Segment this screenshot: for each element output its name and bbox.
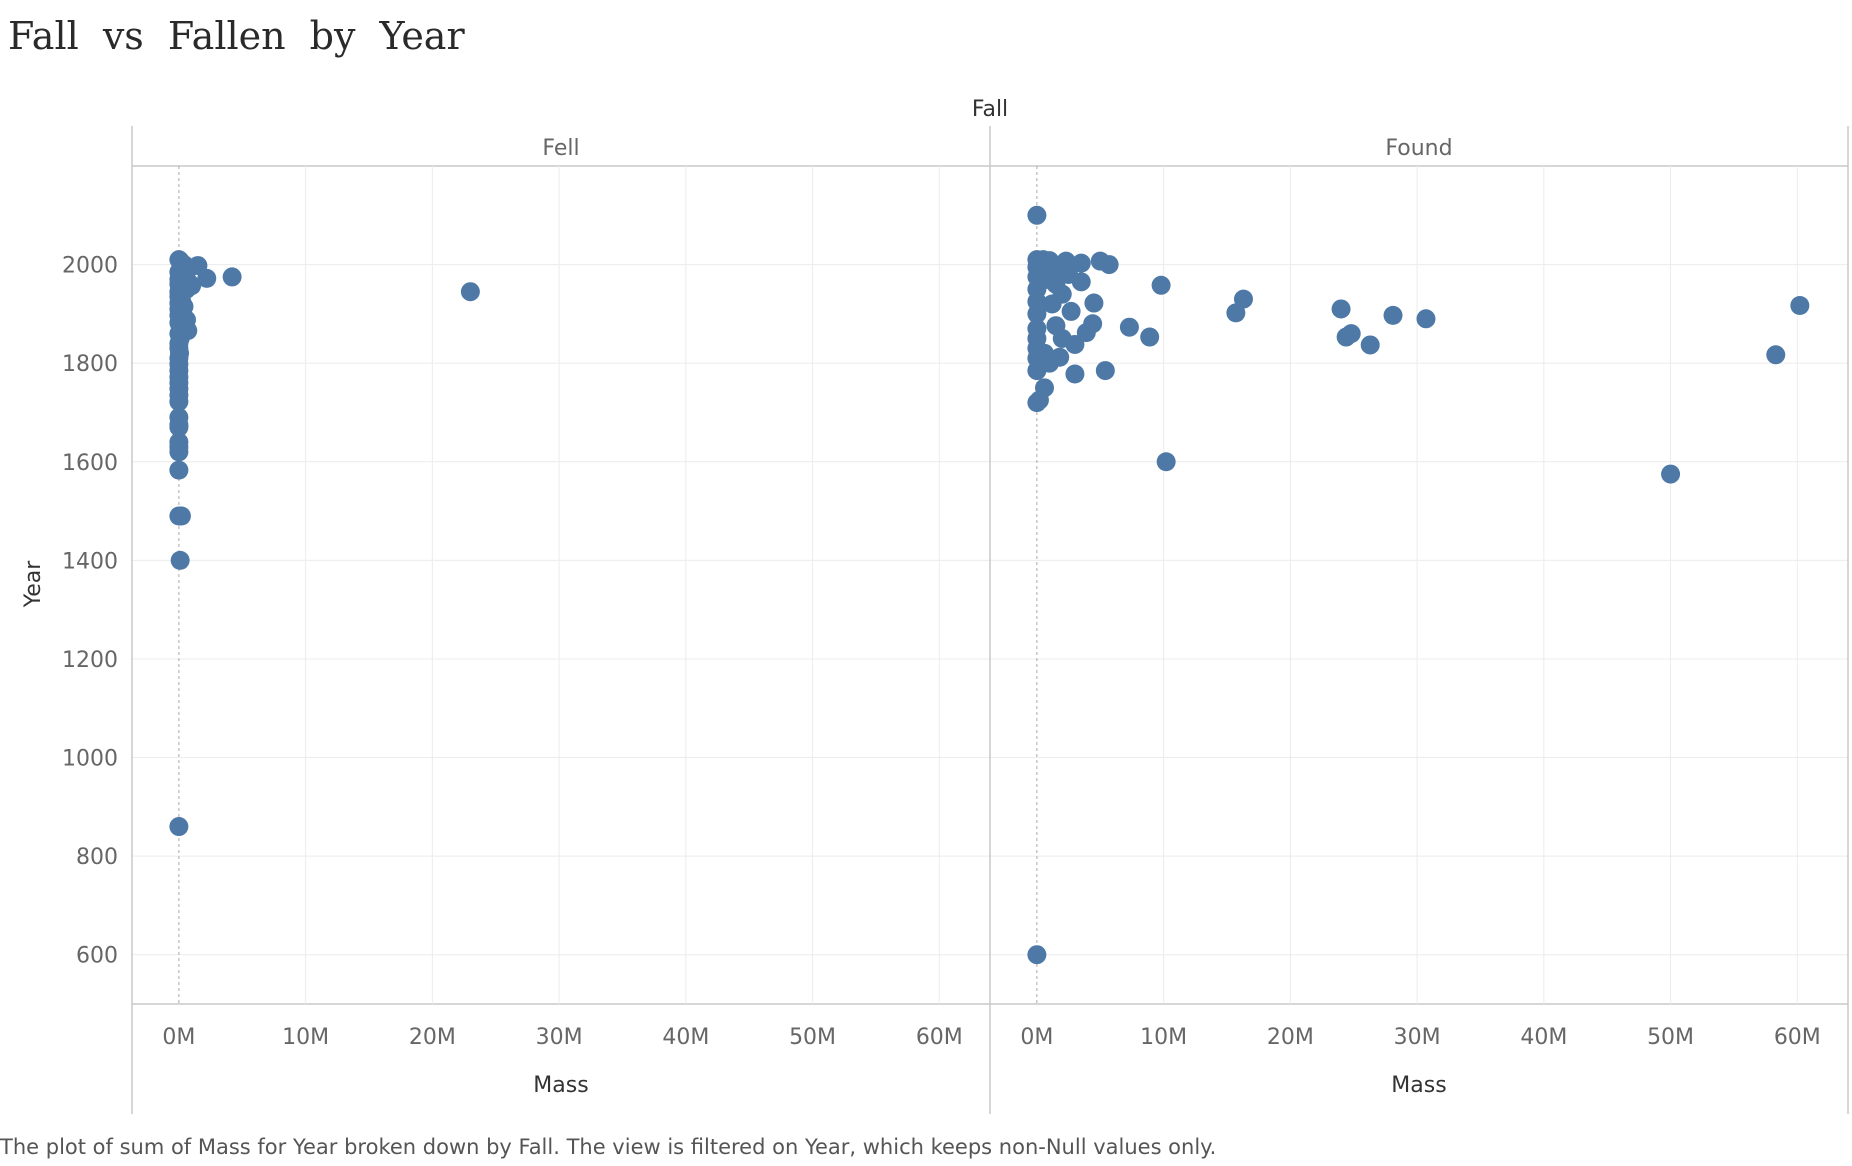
x-tick-label: 10M bbox=[1140, 1025, 1187, 1050]
data-point[interactable] bbox=[1151, 275, 1171, 295]
y-axis: 600 800 1000 1200 1400 1600 1800 2000 bbox=[62, 254, 118, 969]
x-tick-label: 0M bbox=[162, 1025, 195, 1050]
scatter-chart: Fall Year 600 800 1000 1200 1400 1600 1800 2000… bbox=[21, 97, 1849, 1114]
data-point[interactable] bbox=[1042, 294, 1062, 314]
data-point[interactable] bbox=[1156, 452, 1176, 472]
data-point[interactable] bbox=[1099, 255, 1119, 275]
x-tick-label: 50M bbox=[789, 1025, 836, 1050]
data-point[interactable] bbox=[1661, 464, 1681, 484]
facet-title: Fall bbox=[972, 97, 1008, 122]
y-axis-title: Year bbox=[21, 560, 46, 609]
data-point[interactable] bbox=[169, 460, 189, 480]
x-tick-label: 60M bbox=[1774, 1025, 1821, 1050]
data-point[interactable] bbox=[1027, 205, 1047, 225]
y-tick-label: 1200 bbox=[62, 648, 118, 673]
x-tick-label: 60M bbox=[916, 1025, 963, 1050]
panel-found: 0M 10M 20M 30M 40M 50M 60M Found Mass bbox=[1020, 136, 1820, 1098]
x-tick-label: 20M bbox=[1267, 1025, 1314, 1050]
data-point[interactable] bbox=[1027, 361, 1047, 381]
chart-title: Fall vs Fallen by Year bbox=[8, 14, 465, 58]
y-tick-label: 1800 bbox=[62, 352, 118, 377]
data-point[interactable] bbox=[1034, 378, 1054, 398]
x-tick-label: 10M bbox=[282, 1025, 329, 1050]
panels: 0M 10M 20M 30M 40M 50M 60M Fell Mass 0M 10M 20M 30M 4… bbox=[162, 136, 1820, 1098]
chart-caption: The plot of sum of Mass for Year broken … bbox=[0, 1135, 1217, 1159]
y-tick-label: 1000 bbox=[62, 747, 118, 772]
data-point[interactable] bbox=[1383, 305, 1403, 325]
y-tick-label: 600 bbox=[76, 944, 118, 969]
data-point[interactable] bbox=[1766, 345, 1786, 365]
data-point[interactable] bbox=[169, 392, 189, 412]
data-point[interactable] bbox=[1095, 361, 1115, 381]
x-tick-label: 20M bbox=[409, 1025, 456, 1050]
x-axis-title: Mass bbox=[533, 1073, 588, 1098]
data-point[interactable] bbox=[460, 282, 480, 302]
y-tick-label: 2000 bbox=[62, 254, 118, 279]
x-tick-label: 40M bbox=[1520, 1025, 1567, 1050]
data-point[interactable] bbox=[1027, 945, 1047, 965]
x-axis-title: Mass bbox=[1391, 1073, 1446, 1098]
data-point[interactable] bbox=[1061, 301, 1081, 321]
data-point[interactable] bbox=[1084, 293, 1104, 313]
data-point[interactable] bbox=[1331, 299, 1351, 319]
y-tick-label: 800 bbox=[76, 845, 118, 870]
x-tick-label: 30M bbox=[536, 1025, 583, 1050]
x-tick-label: 40M bbox=[662, 1025, 709, 1050]
data-point[interactable] bbox=[197, 268, 217, 288]
y-tick-label: 1400 bbox=[62, 549, 118, 574]
panel-header: Found bbox=[1385, 136, 1452, 161]
data-point[interactable] bbox=[1360, 335, 1380, 355]
data-point[interactable] bbox=[169, 442, 189, 462]
panel-frames bbox=[131, 126, 1849, 1114]
data-point[interactable] bbox=[171, 506, 191, 526]
panel-header: Fell bbox=[542, 136, 579, 161]
data-point[interactable] bbox=[1226, 303, 1246, 323]
x-tick-label: 30M bbox=[1394, 1025, 1441, 1050]
data-point[interactable] bbox=[1071, 272, 1091, 292]
y-tick-label: 1600 bbox=[62, 451, 118, 476]
data-point[interactable] bbox=[1071, 253, 1091, 273]
data-point[interactable] bbox=[222, 267, 242, 287]
data-point[interactable] bbox=[1336, 327, 1356, 347]
data-point[interactable] bbox=[1065, 334, 1085, 354]
data-point[interactable] bbox=[169, 817, 189, 837]
data-point[interactable] bbox=[1076, 323, 1096, 343]
data-point[interactable] bbox=[1790, 296, 1810, 316]
x-tick-label: 0M bbox=[1020, 1025, 1053, 1050]
data-point[interactable] bbox=[1065, 364, 1085, 384]
data-point[interactable] bbox=[1140, 327, 1160, 347]
data-point[interactable] bbox=[1027, 304, 1047, 324]
data-point[interactable] bbox=[170, 550, 190, 570]
panel-fell: 0M 10M 20M 30M 40M 50M 60M Fell Mass bbox=[162, 136, 962, 1098]
data-point[interactable] bbox=[1119, 317, 1139, 337]
x-tick-label: 50M bbox=[1647, 1025, 1694, 1050]
data-point[interactable] bbox=[1416, 309, 1436, 329]
data-point[interactable] bbox=[169, 417, 189, 437]
